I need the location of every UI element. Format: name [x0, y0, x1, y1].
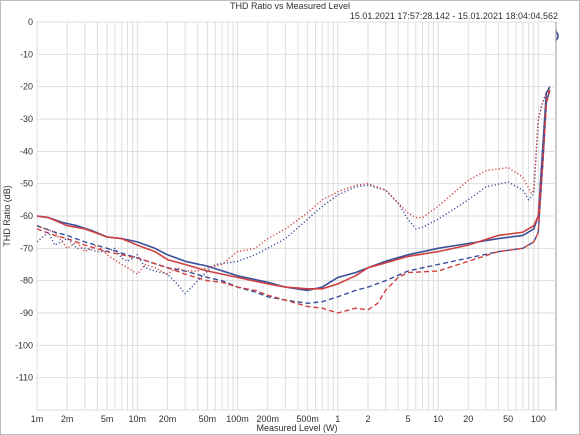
y-tick-label: 0: [28, 17, 33, 27]
series-line-2-solid: [36, 89, 551, 290]
x-tick-label: 100m: [226, 414, 249, 424]
y-tick-label: -110: [16, 373, 33, 383]
y-tick-label: -40: [20, 146, 33, 156]
x-tick-label: 2: [365, 414, 370, 424]
series-group: [36, 86, 551, 314]
grid: [36, 21, 556, 411]
y-tick-label: -30: [20, 114, 33, 124]
x-tick-label: 5: [405, 414, 410, 424]
series-line-5-dotted: [36, 89, 551, 295]
series-line-6-dotted: [36, 89, 551, 275]
x-tick-label: 50: [503, 414, 513, 424]
y-tick-label: -10: [20, 49, 33, 59]
y-tick-label: -20: [20, 82, 33, 92]
x-tick-label: 100: [531, 414, 546, 424]
y-tick-labels: 0 -10 -20 -30 -40 -50 -60 -70 -80 -90 -100 -110: [15, 17, 33, 383]
x-tick-label: 500m: [296, 414, 319, 424]
x-tick-label: 5m: [101, 414, 114, 424]
y-tick-label: -80: [20, 276, 33, 286]
y-tick-label: -60: [20, 211, 33, 221]
x-tick-label: 2m: [61, 414, 74, 424]
x-tick-label: 1m: [31, 414, 44, 424]
x-tick-label: 1: [335, 414, 340, 424]
series-line-4-dashed: [36, 89, 551, 314]
chart-subtitle: 15.01.2021 17:57:28.142 - 15.01.2021 18:…: [350, 11, 558, 21]
series-line-3-dashed: [36, 89, 551, 304]
y-tick-label: -70: [20, 243, 33, 253]
y-axis-label: THD Ratio (dB): [2, 185, 12, 247]
x-tick-label: 10: [433, 414, 443, 424]
y-tick-label: -50: [20, 179, 33, 189]
chart-title: THD Ratio vs Measured Level: [230, 1, 350, 11]
x-tick-labels: 1m 2m 5m 10m 20m 50m 100m 200m 500m 1 2 5 10 20 50 100: [31, 414, 546, 424]
x-axis-label: Measured Level (W): [256, 423, 337, 433]
y-tick-label: -100: [15, 340, 33, 350]
x-tick-label: 20: [463, 414, 473, 424]
x-tick-label: 200m: [256, 414, 279, 424]
y-tick-label: -90: [20, 308, 33, 318]
x-tick-label: 10m: [129, 414, 147, 424]
x-tick-label: 50m: [199, 414, 217, 424]
x-tick-label: 20m: [159, 414, 177, 424]
